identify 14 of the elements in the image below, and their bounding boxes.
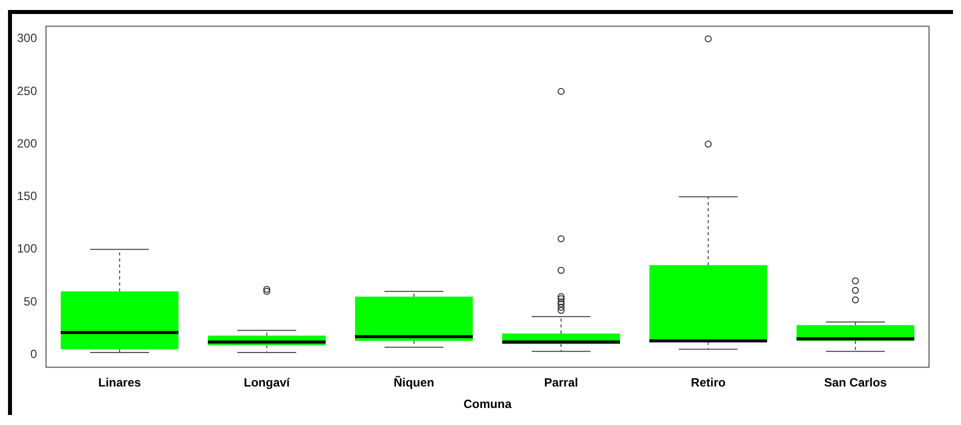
y-tick-label: 0 [30,346,38,361]
y-tick-label: 100 [16,242,38,256]
x-tick-label: Longaví [244,376,290,390]
x-tick-label: Parral [544,376,578,390]
y-tick-label: 50 [24,294,38,308]
x-tick-label: San Carlos [824,376,888,390]
x-tick-label: Ñiquen [394,376,434,390]
y-tick-label: 150 [16,189,38,204]
y-tick-label: 300 [16,31,38,46]
x-axis-title: Comuna [464,397,512,412]
x-tick-label: Linares [98,376,142,390]
y-tick-label: 200 [16,136,38,150]
x-tick-label: Retiro [690,376,726,390]
y-tick-label: 250 [16,84,38,98]
